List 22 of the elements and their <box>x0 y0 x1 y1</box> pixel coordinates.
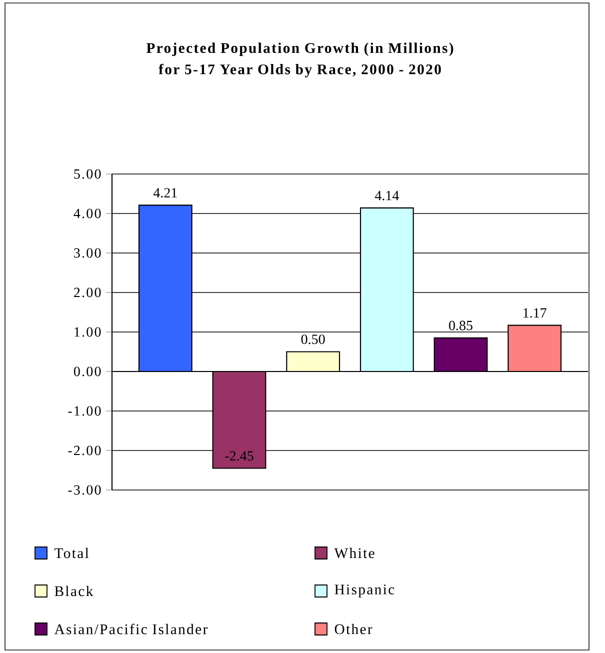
y-tick-label: -3.00 <box>68 485 101 495</box>
y-tick-label: 0.00 <box>74 366 101 376</box>
chart-title: Projected Population Growth (in Millions) for 5-17 Year Olds by Race, 2000 - 2020 <box>146 42 454 78</box>
data-label: 1.17 <box>524 308 546 318</box>
data-label: 4.14 <box>374 190 399 200</box>
y-tick-label: 3.00 <box>74 248 101 258</box>
legend-label: Other <box>334 624 372 634</box>
y-tick-label: 2.00 <box>74 288 101 298</box>
y-tick-label: -2.00 <box>68 446 101 456</box>
data-label: 0.50 <box>301 334 325 344</box>
y-tick-label: 5.00 <box>74 169 101 179</box>
legend-label: White <box>334 548 374 558</box>
y-tick-label: -1.00 <box>68 406 101 416</box>
data-label: 0.85 <box>449 320 472 330</box>
legend-label: Hispanic <box>334 584 394 598</box>
data-label: -2.45 <box>225 451 254 461</box>
data-label: 4.21 <box>153 188 177 198</box>
y-tick-label: 4.00 <box>74 208 101 218</box>
legend-label: Black <box>54 586 94 596</box>
legend-label: Total <box>54 548 89 558</box>
y-tick-label: 1.00 <box>74 327 101 337</box>
legend-label: Asian/Pacific Islander <box>54 624 208 634</box>
